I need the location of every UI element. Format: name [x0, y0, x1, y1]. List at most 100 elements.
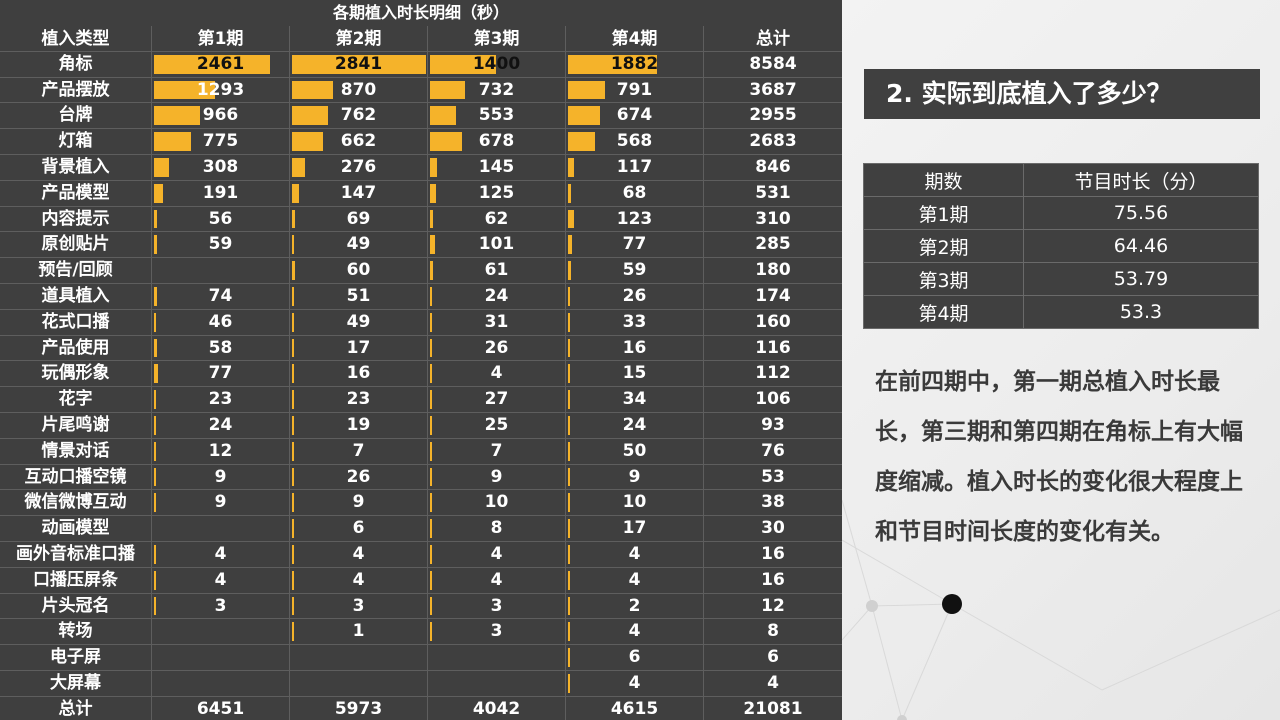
value-cell: 62	[428, 206, 566, 232]
value-bar	[430, 261, 433, 280]
header-cell: 第1期	[152, 26, 290, 51]
total-cell: 30	[704, 516, 842, 541]
total-cell: 16	[704, 568, 842, 593]
value-cell: 8	[428, 516, 566, 541]
value-cell: 77	[152, 361, 290, 387]
value-label: 117	[616, 156, 653, 177]
total-cell: 4	[704, 671, 842, 696]
value-bar	[154, 132, 191, 151]
row-label: 原创贴片	[41, 234, 110, 255]
total-cell: 846	[704, 155, 842, 180]
header-label: 植入类型	[41, 29, 110, 49]
value-label: 49	[346, 311, 371, 332]
row-label: 产品使用	[41, 337, 110, 358]
table-row: 台牌 966 762 553 674 2955	[0, 103, 842, 130]
value-cell: 46	[152, 309, 290, 335]
value-bar	[430, 106, 456, 126]
value-cell: 9	[290, 490, 428, 516]
value-label: 16	[346, 363, 371, 384]
duration-cell: 75.56	[1023, 196, 1259, 230]
value-label: 17	[622, 518, 647, 539]
row-label-cell: 背景植入	[0, 154, 152, 180]
row-label: 画外音标准口播	[16, 543, 135, 564]
row-label: 微信微博互动	[24, 492, 127, 513]
value-label: 50	[622, 440, 647, 461]
value-cell: 4	[428, 541, 566, 567]
value-cell: 4	[566, 619, 704, 645]
value-label	[152, 258, 289, 283]
value-bar	[154, 493, 156, 513]
value-label: 6	[628, 647, 641, 668]
total-label: 30	[761, 518, 785, 539]
total-cell: 106	[704, 387, 842, 412]
value-bar	[430, 467, 432, 487]
row-label-cell: 产品使用	[0, 335, 152, 361]
value-cell: 9	[566, 464, 704, 490]
value-label: 7	[352, 440, 365, 461]
value-cell: 732	[428, 77, 566, 103]
total-label: 112	[755, 363, 791, 384]
value-cell: 4042	[428, 696, 566, 720]
value-label: 678	[478, 131, 515, 152]
value-bar	[568, 312, 570, 332]
value-label: 5973	[334, 698, 383, 719]
value-bar	[430, 312, 432, 332]
table-row: 产品摆放 1293 870 732 791 3687	[0, 77, 842, 104]
total-label: 8584	[749, 53, 797, 74]
value-cell: 77	[566, 232, 704, 258]
value-cell: 10	[566, 490, 704, 516]
header-label: 第2期	[335, 29, 382, 49]
value-label: 77	[622, 234, 647, 255]
value-bar	[568, 596, 570, 616]
value-label: 674	[616, 105, 653, 126]
value-cell: 674	[566, 103, 704, 129]
value-cell: 276	[290, 154, 428, 180]
value-label: 74	[208, 285, 233, 306]
value-label: 6451	[196, 698, 245, 719]
header-duration: 节目时长（分）	[1023, 163, 1259, 197]
episode-cell: 第2期	[863, 229, 1024, 263]
value-bar	[568, 80, 605, 100]
value-label: 9	[214, 466, 227, 487]
row-label: 大屏幕	[50, 672, 101, 693]
value-bar	[430, 338, 432, 358]
value-label: 870	[340, 79, 377, 100]
value-bar	[568, 54, 657, 74]
value-bar	[154, 338, 157, 358]
value-cell	[428, 645, 566, 670]
value-cell: 23	[152, 387, 290, 412]
value-label: 23	[346, 389, 371, 410]
value-bar	[154, 80, 215, 100]
value-label: 732	[478, 79, 515, 100]
value-bar	[154, 209, 157, 229]
value-label: 1882	[610, 53, 659, 74]
value-label: 17	[346, 337, 371, 358]
value-cell: 19	[290, 412, 428, 438]
value-cell: 1882	[566, 51, 704, 77]
value-label: 145	[478, 156, 515, 177]
placement-detail-table: 各期植入时长明细（秒） 植入类型 第1期 第2期 第3期 第4期 总计 角标 2461 2841…	[0, 0, 842, 720]
value-cell	[152, 258, 290, 283]
value-label: 147	[340, 182, 377, 203]
value-bar	[292, 157, 305, 177]
value-label: 58	[208, 337, 233, 358]
total-label: 16	[761, 569, 785, 590]
value-cell: 16	[290, 361, 428, 387]
value-label: 276	[340, 156, 377, 177]
table-row: 灯箱 775 662 678 568 2683	[0, 129, 842, 155]
value-label: 4	[214, 543, 227, 564]
value-label: 25	[484, 414, 509, 435]
value-label: 9	[628, 466, 641, 487]
value-cell: 49	[290, 232, 428, 258]
value-cell: 1293	[152, 77, 290, 103]
total-cell: 531	[704, 181, 842, 206]
value-bar	[568, 570, 570, 590]
total-label: 8	[767, 621, 779, 642]
value-label: 26	[622, 285, 647, 306]
value-label: 4	[352, 569, 365, 590]
total-cell: 38	[704, 490, 842, 515]
row-label: 内容提示	[41, 208, 110, 229]
value-cell: 145	[428, 154, 566, 180]
value-bar	[292, 622, 294, 642]
value-bar	[292, 415, 294, 435]
